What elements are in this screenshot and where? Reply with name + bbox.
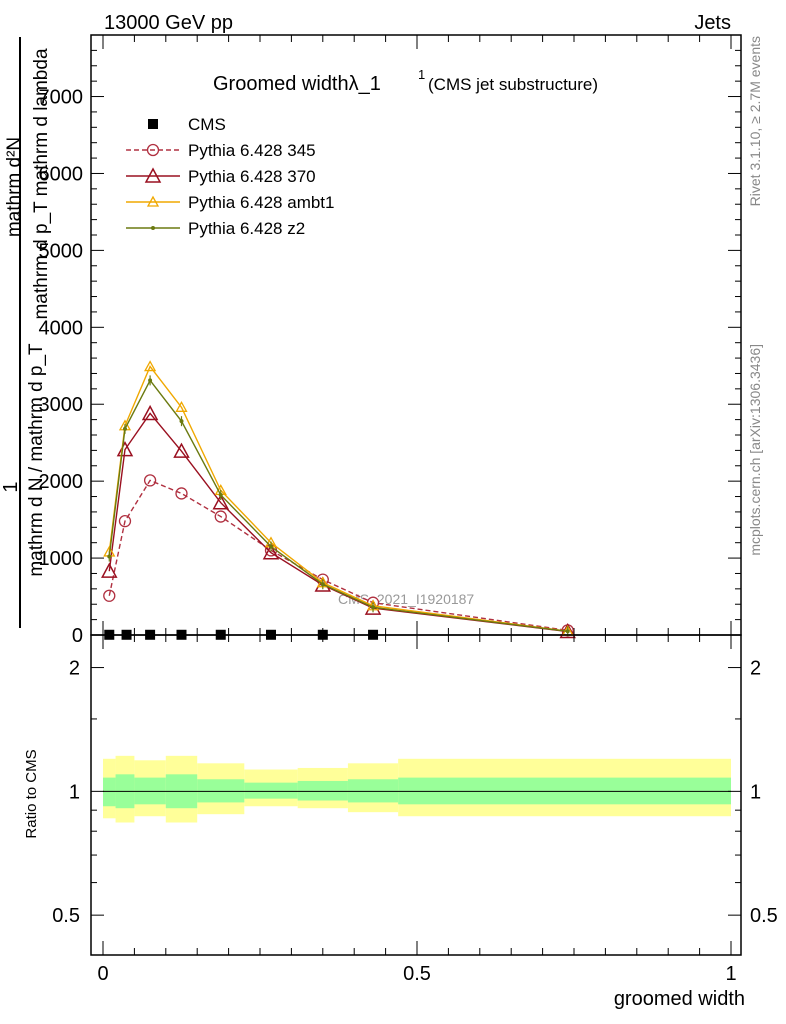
series-4-point	[268, 544, 273, 549]
legend-label-3: Pythia 6.428 ambt1	[188, 193, 334, 212]
y-axis-label-mid: mathrm d p_T mathrm d lambda	[31, 48, 52, 319]
series-4-point	[565, 629, 570, 634]
ratio-inner-band-4	[197, 779, 245, 803]
series-4-point	[320, 582, 325, 587]
series-2-point	[141, 404, 159, 421]
y-tick-label: 6000	[39, 163, 84, 185]
series-1-point	[118, 515, 132, 528]
ratio-inner-band-7	[347, 779, 399, 803]
legend-label-2: Pythia 6.428 370	[188, 167, 316, 186]
y-tick-label: 3000	[39, 394, 84, 416]
y-tick-label: 1000	[39, 548, 84, 570]
series-2-point	[173, 442, 190, 458]
legend-marker-4	[151, 226, 155, 230]
main-panel: 0 1000 2000 3000 4000 5000 6000 7000 Groomed wid…	[39, 34, 742, 647]
chart-title: Groomed widthλ_1	[213, 73, 381, 95]
x-tick-label: 0.5	[403, 963, 431, 985]
y-tick-label: 5000	[39, 240, 84, 262]
legend-marker-1	[146, 143, 160, 157]
ratio-y-tick-label: 2	[69, 658, 80, 680]
series-2-point	[262, 544, 280, 560]
y-axis-label-numerator: mathrm d²N	[4, 137, 25, 237]
legend-label-4: Pythia 6.428 z2	[188, 219, 305, 238]
x-tick-label: 0	[97, 963, 108, 985]
mcplots-label: mcplots.cern.ch [arXiv:1306.3436]	[747, 344, 763, 556]
ratio-y-tick-label: 0.5	[52, 905, 80, 927]
y-axis-label-top-1: 1	[0, 481, 22, 492]
legend-label-0: CMS	[188, 115, 226, 134]
series-2-point	[212, 494, 230, 510]
series-1-point	[214, 510, 227, 523]
legend-marker-3	[146, 195, 160, 207]
y-tick-label: 2000	[39, 471, 84, 493]
legend-label-1: Pythia 6.428 345	[188, 141, 316, 160]
x-tick-label: 1	[725, 963, 736, 985]
series-1-line	[108, 479, 568, 632]
ratio-y-tick-label: 1	[69, 781, 80, 803]
legend-marker-0	[148, 119, 158, 129]
ratio-frame	[90, 634, 742, 956]
rivet-label: Rivet 3.1.10, ≥ 2.7M events	[747, 36, 763, 206]
y-tick-label: 7000	[39, 87, 84, 109]
ratio-y-axis-label: Ratio to CMS	[23, 749, 40, 838]
x-axis-label: groomed width	[614, 988, 745, 1010]
chart-title-superscript: 1	[418, 67, 425, 82]
ratio-y-tick-label-right: 1	[750, 781, 761, 803]
series-1-point	[103, 589, 116, 602]
series-1-point	[143, 474, 157, 487]
chart-title-note: (CMS jet substructure)	[428, 75, 598, 94]
series-2-point	[101, 562, 118, 578]
ratio-inner-band-5	[244, 782, 298, 799]
y-axis-label-denominator: mathrm d N / mathrm d p_T	[26, 343, 47, 577]
header-left: 13000 GeV pp	[104, 12, 233, 34]
ratio-inner-band-0	[103, 777, 116, 807]
legend-marker-2	[144, 167, 162, 183]
series-4-point	[107, 554, 112, 559]
ratio-panel: 0 0.5 1 0.5 0.5 1 1 2 2	[52, 634, 778, 985]
y-tick-label: 0	[72, 625, 83, 647]
series-3-point	[175, 400, 188, 412]
ratio-inner-band-6	[297, 780, 348, 801]
ratio-y-tick-label-right: 2	[750, 658, 761, 680]
series-4-point	[218, 493, 223, 497]
series-4-point	[179, 419, 184, 424]
series-4-point	[148, 378, 153, 383]
y-tick-label: 4000	[39, 317, 84, 339]
series-4-point	[122, 426, 127, 431]
series-1-point	[175, 487, 188, 500]
series-4-point	[371, 605, 376, 610]
ratio-y-tick-label-right: 0.5	[750, 905, 778, 927]
header-right: Jets	[694, 12, 731, 34]
series-3-point	[143, 360, 157, 372]
